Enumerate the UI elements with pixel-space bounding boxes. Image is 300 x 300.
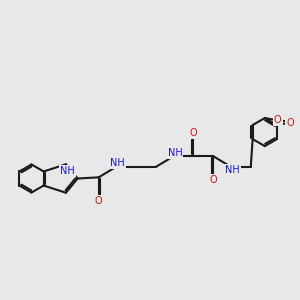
Text: O: O	[274, 116, 281, 125]
Text: NH: NH	[168, 148, 182, 158]
Text: NH: NH	[60, 166, 75, 176]
Text: NH: NH	[225, 165, 240, 176]
Text: O: O	[95, 196, 103, 206]
Text: O: O	[286, 118, 294, 128]
Text: NH: NH	[110, 158, 125, 168]
Text: O: O	[190, 128, 197, 138]
Text: O: O	[209, 175, 217, 185]
